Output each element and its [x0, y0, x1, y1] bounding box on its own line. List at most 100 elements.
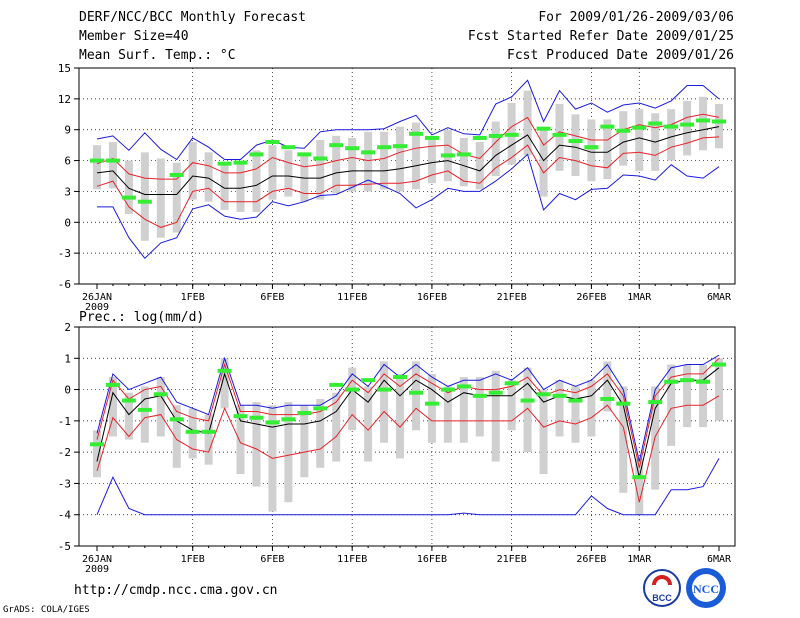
- observed-marker: [680, 378, 695, 383]
- observed-marker: [664, 379, 679, 384]
- member-range-box: [93, 145, 101, 190]
- member-range-box: [443, 386, 452, 443]
- observed-marker: [361, 150, 376, 155]
- plot-frame: [78, 326, 736, 547]
- member-range-box: [252, 150, 261, 212]
- bcc-logo-text: BCC: [652, 593, 672, 603]
- observed-marker: [616, 401, 631, 406]
- produced-date: Fcst Produced Date 2009/01/26: [507, 48, 734, 63]
- observed-marker: [169, 417, 184, 422]
- member-range-box: [156, 158, 165, 238]
- member-range-box: [156, 377, 165, 437]
- observed-marker: [616, 128, 631, 133]
- observed-marker: [377, 145, 392, 150]
- bcc-logo-swirl-icon: [652, 575, 672, 586]
- observed-marker: [393, 144, 408, 149]
- member-range-box: [268, 145, 277, 200]
- observed-marker: [472, 135, 487, 140]
- observed-marker: [712, 119, 726, 124]
- member-range-box: [380, 361, 389, 443]
- grads-credit: GrADS: COLA/IGES: [3, 605, 90, 615]
- observed-marker: [121, 195, 136, 200]
- member-range-box: [475, 142, 484, 190]
- observed-marker: [249, 415, 264, 420]
- observed-marker: [648, 121, 663, 126]
- observed-marker: [536, 392, 551, 397]
- y-tick-label: 9: [64, 124, 71, 137]
- y-tick-label: 6: [64, 155, 71, 168]
- observed-marker: [137, 407, 152, 412]
- observed-marker: [632, 125, 647, 130]
- member-range-box: [507, 380, 516, 431]
- member-range-box: [204, 414, 213, 465]
- member-range-box: [364, 131, 373, 192]
- bcc-logo: BCC: [642, 568, 682, 612]
- x-tick-label: 16FEB: [417, 292, 447, 303]
- x-tick-label: 1MAR: [627, 292, 652, 303]
- observed-marker: [664, 124, 679, 129]
- observed-marker: [90, 158, 104, 163]
- y-tick-label: -3: [58, 247, 71, 260]
- member-range-box: [539, 389, 548, 475]
- member-range-box: [252, 402, 261, 487]
- bcc-logo-ring-icon: [643, 569, 681, 607]
- member-range-box: [124, 160, 133, 215]
- x-tick-label: 6MAR: [707, 292, 732, 303]
- x-tick-label: 1FEB: [181, 554, 205, 565]
- member-range-box: [348, 137, 357, 192]
- member-range-box: [411, 361, 420, 431]
- observed-marker: [121, 398, 136, 403]
- x-tick-label: 26JAN: [82, 554, 112, 565]
- observed-marker: [440, 153, 455, 158]
- member-range-box: [667, 109, 676, 161]
- title-line-3: Mean Surf. Temp.: °C: [79, 48, 236, 63]
- member-range-box: [635, 109, 644, 171]
- observed-marker: [584, 145, 599, 150]
- observed-marker: [536, 126, 551, 131]
- observed-marker: [440, 387, 455, 392]
- observed-marker: [233, 160, 248, 165]
- member-range-box: [699, 96, 708, 151]
- member-range-box: [491, 370, 500, 462]
- member-range-box: [555, 380, 564, 437]
- member-range-box: [587, 380, 596, 437]
- member-range-box: [619, 386, 628, 493]
- member-range-box: [396, 373, 405, 459]
- x-tick-label: 1MAR: [627, 554, 652, 565]
- observed-marker: [648, 400, 663, 405]
- observed-marker: [504, 132, 519, 137]
- series-line-mean-spread: [96, 113, 720, 180]
- member-range-box: [108, 377, 117, 437]
- member-range-box: [93, 430, 101, 478]
- member-range-box: [300, 405, 309, 478]
- y-tick-label: -5: [58, 540, 71, 553]
- chart-panel-2: -5 -4 -3 -2 -1 0 1 2 26JAN 1FEB 6FEB 11FEB 16FEB 21FE…: [58, 310, 736, 575]
- observed-marker: [568, 139, 583, 144]
- member-range-box: [316, 398, 325, 468]
- observed-marker: [456, 152, 471, 157]
- observed-marker: [696, 118, 711, 123]
- member-range-box: [635, 458, 644, 515]
- series-line-ensemble-max: [96, 79, 720, 161]
- observed-marker: [297, 411, 312, 416]
- observed-marker: [185, 429, 200, 434]
- y-tick-label: -4: [58, 509, 72, 522]
- observed-marker: [552, 132, 567, 137]
- y-tick-label: 12: [58, 93, 71, 106]
- observed-marker: [217, 368, 232, 373]
- observed-marker: [712, 362, 726, 367]
- series-line-mean-spread: [96, 357, 720, 468]
- observed-marker: [488, 133, 503, 138]
- member-range-box: [699, 364, 708, 428]
- member-range-box: [491, 121, 500, 176]
- member-range-box: [172, 162, 181, 233]
- observed-marker: [137, 199, 152, 204]
- observed-marker: [169, 172, 184, 177]
- x-tick-label: 1FEB: [181, 292, 205, 303]
- title-line-2: Member Size=40: [79, 29, 189, 44]
- x-tick-label: 16FEB: [417, 554, 447, 565]
- observed-marker: [552, 393, 567, 398]
- member-range-box: [204, 152, 213, 202]
